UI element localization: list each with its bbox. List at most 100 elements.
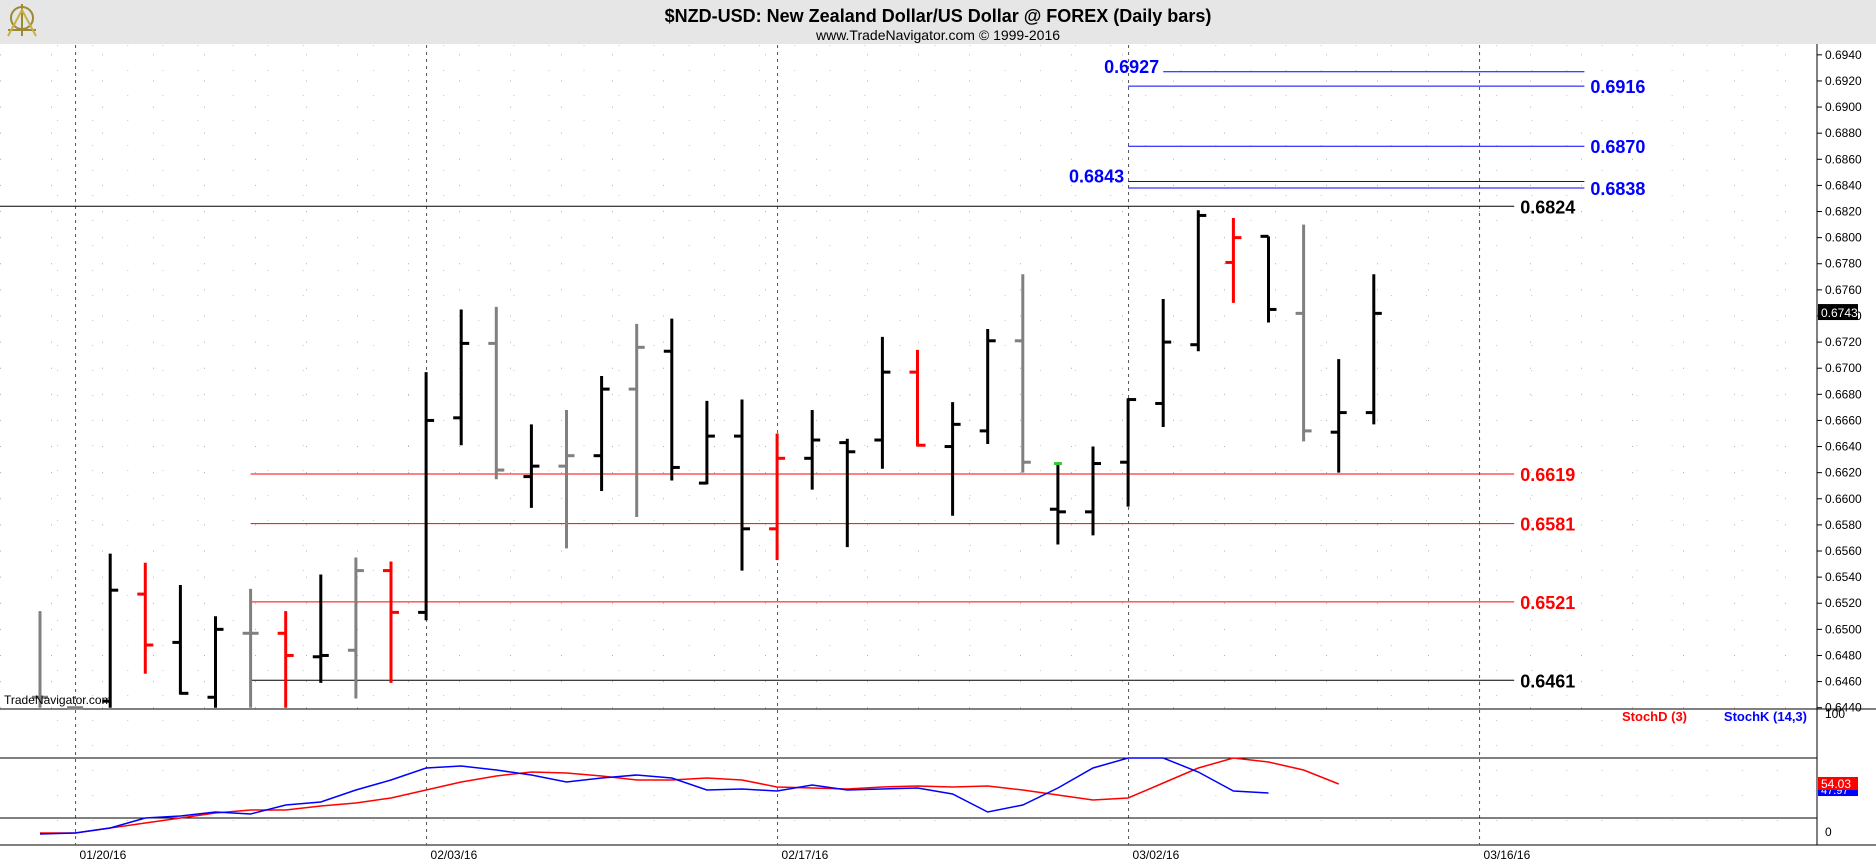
price-tick-label: 0.6660 xyxy=(1825,413,1862,427)
date-label: 02/03/16 xyxy=(431,848,478,862)
ohlc-bar xyxy=(418,372,435,621)
level-label: 0.6461 xyxy=(1520,671,1575,691)
price-tick-label: 0.6560 xyxy=(1825,544,1862,558)
ohlc-bar xyxy=(312,574,329,683)
level-label: 0.6521 xyxy=(1520,593,1575,613)
ohlc-bar xyxy=(1120,398,1137,507)
ohlc-bar xyxy=(1225,218,1242,303)
price-tick-label: 0.6720 xyxy=(1825,335,1862,349)
grid xyxy=(0,44,1876,846)
ohlc-bar xyxy=(558,409,575,549)
ohlc-bar xyxy=(874,336,891,469)
date-axis: 01/20/16 02/03/16 02/17/16 03/02/16 03/16/16 xyxy=(80,848,1531,862)
ohlc-bar xyxy=(804,409,821,490)
price-tick-label: 0.6880 xyxy=(1825,126,1862,140)
sextant-logo-icon xyxy=(7,4,37,37)
price-tick-label: 0.6780 xyxy=(1825,257,1862,271)
ohlc-bars xyxy=(32,210,1382,710)
price-tick-label: 0.6620 xyxy=(1825,466,1862,480)
ohlc-bar xyxy=(909,349,926,447)
level-label: 0.6870 xyxy=(1590,137,1645,157)
ohlc-bar xyxy=(769,433,786,561)
price-tick-label: 0.6680 xyxy=(1825,387,1862,401)
level-lines: 0.6927 0.6916 0.6870 0.6843 0.6838 0.6824 0.66… xyxy=(0,57,1645,691)
price-tick-label: 0.6900 xyxy=(1825,100,1862,114)
ohlc-bar xyxy=(593,376,610,491)
stochD-legend: StochD (3) xyxy=(1622,709,1687,724)
ohlc-bar xyxy=(1330,359,1347,473)
ohlc-bar xyxy=(663,318,680,481)
price-axis: 0.6940 0.6920 0.6900 0.6880 0.6860 0.6840 0.68… xyxy=(1817,48,1862,715)
stochK-line xyxy=(39,757,1269,835)
chart-title: $NZD-USD: New Zealand Dollar/US Dollar @… xyxy=(665,6,1212,26)
price-tick-label: 0.6440 xyxy=(1825,701,1862,715)
ohlc-bar xyxy=(1190,210,1207,352)
ohlc-bar xyxy=(1049,463,1066,545)
ohlc-bar xyxy=(137,562,154,674)
date-label: 02/17/16 xyxy=(782,848,829,862)
price-tick-label: 0.6540 xyxy=(1825,570,1862,584)
ohlc-bar xyxy=(172,584,189,695)
ohlc-bar xyxy=(698,400,715,485)
header-bar xyxy=(0,0,1876,44)
last-price-badge xyxy=(1818,304,1858,321)
stoch-tick-label: 0 xyxy=(1825,825,1832,839)
price-tick-label: 0.6940 xyxy=(1825,48,1862,62)
price-tick-label: 0.6640 xyxy=(1825,440,1862,454)
ohlc-bar xyxy=(1014,274,1031,473)
stochD-value: 54.03 xyxy=(1821,777,1851,791)
stochD-badge xyxy=(1818,776,1858,790)
chart-subtitle: www.TradeNavigator.com © 1999-2016 xyxy=(815,27,1060,43)
level-label: 0.6619 xyxy=(1520,465,1575,485)
ohlc-bar xyxy=(1155,299,1172,427)
price-tick-label: 0.6800 xyxy=(1825,231,1862,245)
level-label: 0.6916 xyxy=(1590,77,1645,97)
ohlc-bar xyxy=(1295,224,1312,442)
ohlc-bar xyxy=(628,323,645,518)
level-label: 0.6838 xyxy=(1590,179,1645,199)
watermark-label: TradeNavigator.com xyxy=(4,693,112,707)
ohlc-bar xyxy=(839,438,856,548)
ohlc-bar xyxy=(32,611,48,708)
level-label: 0.6843 xyxy=(1069,166,1124,186)
price-tick-label: 0.6500 xyxy=(1825,622,1862,636)
date-label: 03/16/16 xyxy=(1484,848,1531,862)
ohlc-bar xyxy=(488,306,505,480)
price-tick-label: 0.6860 xyxy=(1825,152,1862,166)
ohlc-bar xyxy=(523,424,540,508)
ohlc-bar xyxy=(734,399,750,571)
ohlc-bar xyxy=(207,616,224,708)
stoch-tick-label: 100 xyxy=(1825,707,1845,721)
ohlc-bar xyxy=(1260,234,1277,323)
price-tick-label: 0.6700 xyxy=(1825,361,1862,375)
stochD-line xyxy=(40,757,1339,834)
stochK-legend: StochK (14,3) xyxy=(1724,709,1807,724)
level-label: 0.6927 xyxy=(1104,57,1159,77)
date-label: 01/20/16 xyxy=(80,848,127,862)
ohlc-bar xyxy=(1365,274,1382,425)
price-tick-label: 0.6580 xyxy=(1825,518,1862,532)
price-tick-label: 0.6920 xyxy=(1825,74,1862,88)
ohlc-bar xyxy=(242,588,259,708)
level-label: 0.6824 xyxy=(1520,197,1575,217)
ohlc-bar xyxy=(347,557,364,699)
ohlc-bar xyxy=(1085,446,1101,536)
level-label: 0.6581 xyxy=(1520,515,1575,535)
ohlc-bar xyxy=(277,611,294,708)
price-tick-label: 0.6480 xyxy=(1825,648,1862,662)
ohlc-bar xyxy=(102,553,119,708)
price-tick-label: 0.6820 xyxy=(1825,205,1862,219)
price-tick-label: 0.6460 xyxy=(1825,675,1862,689)
price-tick-label: 0.6520 xyxy=(1825,596,1862,610)
price-tick-label: 0.6600 xyxy=(1825,492,1862,506)
ohlc-bar xyxy=(979,329,996,444)
ohlc-bar xyxy=(383,561,399,683)
ohlc-bar xyxy=(453,309,470,446)
date-label: 03/02/16 xyxy=(1133,848,1180,862)
ohlc-bar xyxy=(944,402,961,516)
price-tick-label: 0.6840 xyxy=(1825,178,1862,192)
price-tick-label: 0.6760 xyxy=(1825,283,1862,297)
